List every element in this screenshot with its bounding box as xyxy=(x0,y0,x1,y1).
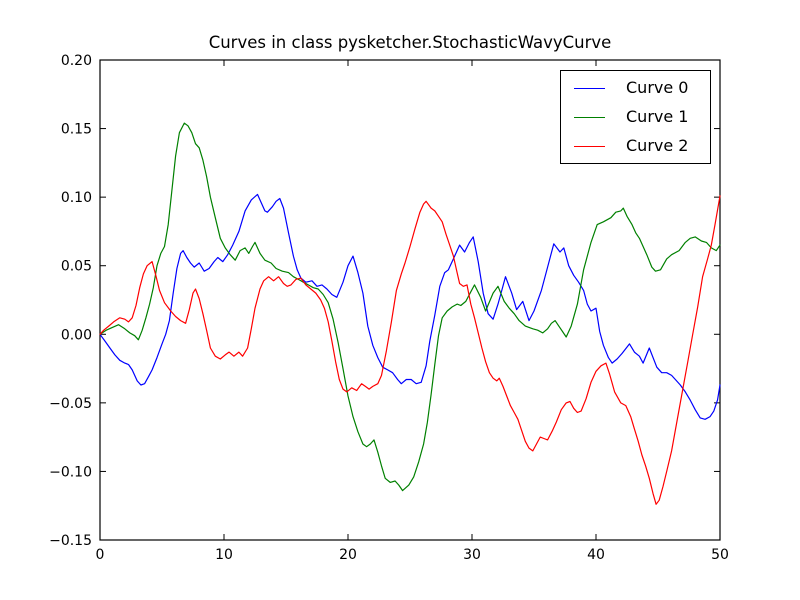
legend-label-2: Curve 2 xyxy=(626,136,689,155)
y-tick-label: 0.00 xyxy=(61,327,92,343)
y-tick-label: −0.10 xyxy=(49,464,92,480)
y-tick-label: 0.20 xyxy=(61,53,92,69)
legend-line-sample-1 xyxy=(574,116,605,118)
legend-label-1: Curve 1 xyxy=(626,107,689,126)
x-tick-label: 40 xyxy=(587,547,605,563)
curve-1-line xyxy=(99,122,721,492)
x-tick-label: 20 xyxy=(339,547,357,563)
y-tick-label: −0.05 xyxy=(49,396,92,412)
x-tick-label: 30 xyxy=(463,547,481,563)
curve-2-line xyxy=(99,195,721,505)
y-tick-label: 0.05 xyxy=(61,259,92,275)
legend: Curve 0 Curve 1 Curve 2 xyxy=(560,70,711,164)
axes-frame xyxy=(99,59,721,541)
legend-line-sample-2 xyxy=(574,145,605,147)
x-tick-label: 50 xyxy=(711,547,729,563)
curve-0-line xyxy=(99,193,721,420)
y-tick-label: −0.15 xyxy=(49,533,92,549)
legend-entry-2: Curve 2 xyxy=(574,136,704,156)
y-tick-label: 0.10 xyxy=(61,190,92,206)
chart-title: Curves in class pysketcher.StochasticWav… xyxy=(208,33,612,52)
legend-entry-1: Curve 1 xyxy=(574,107,704,127)
legend-entry-0: Curve 0 xyxy=(574,78,704,98)
y-tick-label: 0.15 xyxy=(61,122,92,138)
legend-line-sample-0 xyxy=(574,87,605,89)
x-tick-label: 10 xyxy=(215,547,233,563)
x-tick-label: 0 xyxy=(96,547,105,563)
legend-label-0: Curve 0 xyxy=(626,78,689,97)
